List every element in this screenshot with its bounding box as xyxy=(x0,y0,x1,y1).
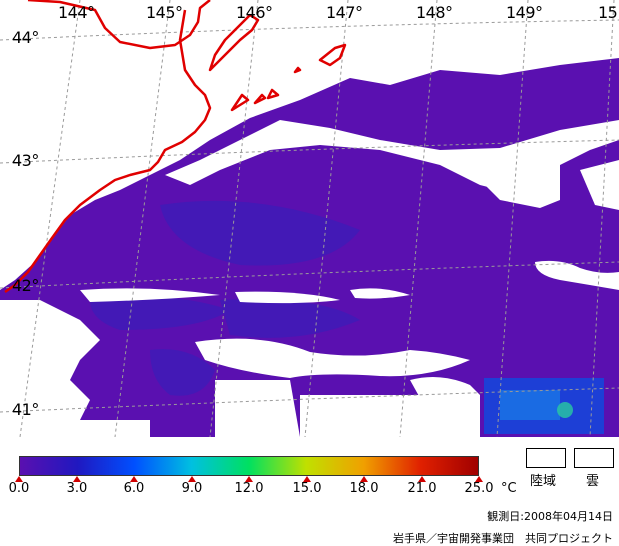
observation-date: 観測日:2008年04月14日 xyxy=(487,510,613,523)
colorbar-tick xyxy=(360,476,368,482)
land-legend-label: 陸域 xyxy=(530,474,557,489)
credit-line: 岩手県／宇宙開発事業団 共同プロジェクト xyxy=(393,532,613,545)
colorbar-tick-label: 0.0 xyxy=(8,481,30,496)
longitude-label-144: 144° xyxy=(58,3,95,22)
cloud-legend-swatch xyxy=(574,448,614,468)
colorbar-tick xyxy=(188,476,196,482)
latitude-label-44: 44° xyxy=(12,28,39,47)
colorbar-tick-label: 15.0 xyxy=(292,481,322,496)
colorbar-tick xyxy=(73,476,81,482)
cloud-land-mask xyxy=(0,0,619,437)
land-legend-swatch xyxy=(526,448,566,468)
latitude-label-43: 43° xyxy=(12,151,39,170)
colorbar-tick xyxy=(245,476,253,482)
cool-water-patches xyxy=(90,200,360,396)
colorbar-tick-label: 18.0 xyxy=(349,481,379,496)
longitude-label-150: 15 xyxy=(598,3,618,22)
longitude-label-146: 146° xyxy=(236,3,273,22)
colorbar-tick-label: 12.0 xyxy=(234,481,264,496)
colorbar-tick xyxy=(15,476,23,482)
colorbar-tick-label: 9.0 xyxy=(181,481,203,496)
longitude-label-149: 149° xyxy=(506,3,543,22)
graticule xyxy=(0,0,619,437)
colorbar-tick-label: 25.0 xyxy=(464,481,494,496)
cloud-legend-label: 雲 xyxy=(586,474,600,489)
colorbar-tick xyxy=(475,476,483,482)
latitude-label-41: 41° xyxy=(12,400,39,419)
colorbar-tick-label: 6.0 xyxy=(123,481,145,496)
colorbar-tick-label: 21.0 xyxy=(407,481,437,496)
warm-water-patch xyxy=(484,378,604,434)
coastline xyxy=(4,0,347,294)
latitude-label-42: 42° xyxy=(12,276,39,295)
colorbar-tick xyxy=(418,476,426,482)
longitude-label-145: 145° xyxy=(146,3,183,22)
longitude-label-148: 148° xyxy=(416,3,453,22)
longitude-label-147: 147° xyxy=(326,3,363,22)
colorbar-tick-label: 3.0 xyxy=(66,481,88,496)
temperature-colorbar xyxy=(19,456,479,476)
sea-surface-temperature-map xyxy=(0,0,619,437)
colorbar-unit: °C xyxy=(501,481,517,496)
colorbar-tick xyxy=(130,476,138,482)
colorbar-tick xyxy=(303,476,311,482)
